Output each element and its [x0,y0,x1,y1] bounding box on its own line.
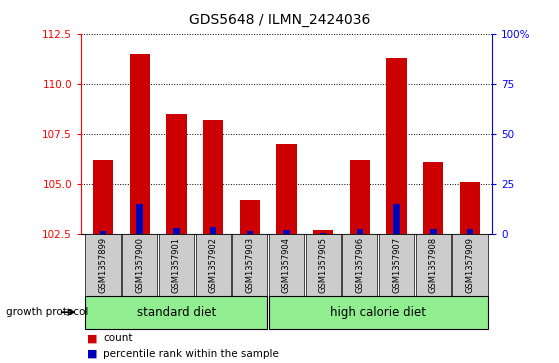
Text: GSM1357906: GSM1357906 [356,237,364,293]
Bar [379,234,414,296]
Text: ■: ■ [87,333,97,343]
Text: GSM1357907: GSM1357907 [392,237,401,293]
Text: GSM1357900: GSM1357900 [135,237,144,293]
Bar [167,114,187,234]
Bar [210,227,216,234]
Bar [196,234,231,296]
Text: GSM1357905: GSM1357905 [319,237,328,293]
Bar [130,54,150,234]
Text: GSM1357901: GSM1357901 [172,237,181,293]
Bar [460,182,480,234]
Text: GSM1357899: GSM1357899 [98,237,107,293]
Text: GSM1357903: GSM1357903 [245,237,254,293]
Bar [122,234,158,296]
Bar [416,234,451,296]
Bar [342,234,377,296]
Bar [283,230,290,234]
Text: GDS5648 / ILMN_2424036: GDS5648 / ILMN_2424036 [189,13,370,27]
Bar [100,231,106,234]
Text: GSM1357908: GSM1357908 [429,237,438,293]
Bar [357,229,363,234]
Text: high calorie diet: high calorie diet [330,306,426,319]
Bar [423,162,443,234]
Bar [350,160,370,234]
Bar [269,234,304,296]
Bar [269,296,487,329]
Bar [86,234,121,296]
Text: GSM1357909: GSM1357909 [466,237,475,293]
Bar [93,160,113,234]
Bar [276,144,297,234]
Text: ■: ■ [87,349,97,359]
Bar [306,234,341,296]
Bar [240,200,260,234]
Bar [386,58,406,234]
Text: GSM1357904: GSM1357904 [282,237,291,293]
Bar [86,296,267,329]
Bar [393,204,400,234]
Bar [313,230,333,234]
Bar [173,228,180,234]
Bar [136,204,143,234]
Bar [159,234,194,296]
Text: growth protocol: growth protocol [6,307,88,317]
Bar [430,229,437,234]
Text: GSM1357902: GSM1357902 [209,237,217,293]
Bar [203,120,223,234]
Bar [452,234,487,296]
Text: percentile rank within the sample: percentile rank within the sample [103,349,280,359]
Bar [232,234,267,296]
Bar [320,233,326,234]
Text: standard diet: standard diet [137,306,216,319]
Bar [247,231,253,234]
Text: count: count [103,333,133,343]
Bar [467,229,473,234]
